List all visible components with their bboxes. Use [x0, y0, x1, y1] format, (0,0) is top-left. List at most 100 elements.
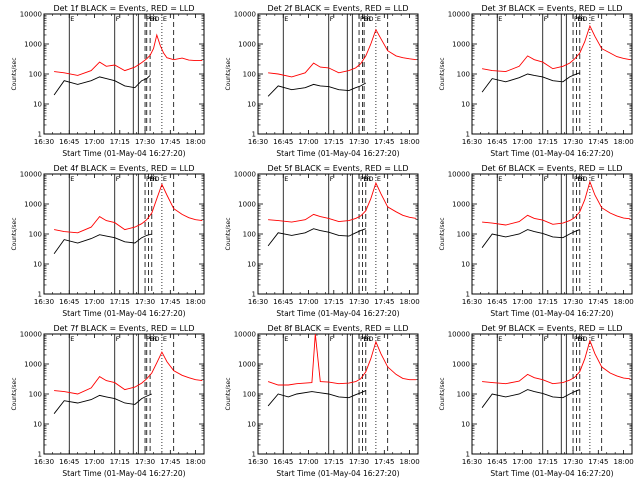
x-tick-label: 18:00 — [399, 458, 419, 466]
marker-label: E — [377, 335, 381, 343]
x-tick-label: 17:00 — [512, 138, 532, 146]
y-tick-label: 100 — [29, 391, 42, 399]
series-line-red — [54, 33, 203, 76]
y-tick-label: 10000 — [20, 11, 42, 19]
marker-label: E — [498, 15, 502, 23]
y-tick-label: 10 — [33, 101, 42, 109]
marker-label: E — [70, 335, 74, 343]
x-axis-label: Start Time (01-May-04 16:27:20) — [276, 469, 399, 478]
y-tick-label: 1 — [38, 451, 42, 459]
x-tick-label: 16:45 — [487, 138, 507, 146]
y-tick-label: 10000 — [20, 331, 42, 339]
y-tick-label: 1 — [38, 131, 42, 139]
marker-label: D — [363, 175, 368, 183]
marker-label: R — [367, 15, 372, 23]
x-tick-label: 17:00 — [84, 298, 104, 306]
marker-label: D — [363, 335, 368, 343]
y-tick-label: 10 — [461, 421, 470, 429]
x-tick-label: 16:30 — [248, 458, 268, 466]
y-tick-label: 100 — [243, 231, 256, 239]
y-tick-label: 100 — [457, 71, 470, 79]
y-tick-label: 10000 — [234, 171, 256, 179]
x-tick-label: 16:30 — [34, 458, 54, 466]
x-axis-label: Start Time (01-May-04 16:27:20) — [276, 309, 399, 318]
chart-panel-6: Det 6f BLACK = Events, RED = LLD Counts/s… — [439, 164, 634, 318]
marker-label: D — [363, 15, 368, 23]
y-tick-label: 10 — [461, 261, 470, 269]
x-tick-label: 16:30 — [248, 138, 268, 146]
y-tick-label: 10000 — [448, 171, 470, 179]
marker-label: F — [544, 175, 548, 183]
y-axis-label: Counts/sec — [439, 377, 446, 410]
y-tick-label: 1000 — [452, 361, 470, 369]
x-tick-label: 17:00 — [298, 298, 318, 306]
y-tick-label: 10 — [247, 101, 256, 109]
y-tick-label: 1 — [466, 451, 470, 459]
chart-title: Det 3f BLACK = Events, RED = LLD — [481, 4, 622, 13]
plot-frame — [471, 13, 633, 135]
chart-title: Det 5f BLACK = Events, RED = LLD — [267, 164, 408, 173]
chart-panel-5: Det 5f BLACK = Events, RED = LLD Counts/s… — [225, 164, 420, 318]
x-tick-label: 17:00 — [84, 138, 104, 146]
chart-panel-1: Det 1f BLACK = Events, RED = LLD Counts/s… — [11, 4, 206, 158]
y-tick-label: 1 — [38, 291, 42, 299]
y-tick-label: 1000 — [238, 361, 256, 369]
x-tick-label: 16:30 — [248, 298, 268, 306]
x-tick-label: 16:45 — [59, 458, 79, 466]
chart-title: Det 9f BLACK = Events, RED = LLD — [481, 324, 622, 333]
y-tick-label: 1000 — [24, 361, 42, 369]
y-tick-label: 1000 — [238, 41, 256, 49]
marker-label: F — [116, 175, 120, 183]
x-tick-label: 17:30 — [349, 458, 369, 466]
x-tick-label: 16:45 — [487, 298, 507, 306]
y-tick-label: 1 — [252, 131, 256, 139]
marker-label: E — [163, 335, 167, 343]
chart-panel-3: Det 3f BLACK = Events, RED = LLD Counts/s… — [439, 4, 634, 158]
y-tick-label: 10000 — [234, 11, 256, 19]
x-tick-label: 16:45 — [273, 298, 293, 306]
chart-title: Det 1f BLACK = Events, RED = LLD — [53, 4, 194, 13]
marker-label: E — [591, 335, 595, 343]
marker-label: PRD — [574, 15, 587, 23]
x-tick-label: 17:45 — [374, 458, 394, 466]
x-tick-label: 17:00 — [84, 458, 104, 466]
plot-frame — [257, 333, 419, 455]
x-tick-label: 17:15 — [110, 458, 130, 466]
y-tick-label: 100 — [457, 391, 470, 399]
x-tick-label: 17:30 — [135, 458, 155, 466]
marker-label: E — [377, 175, 381, 183]
y-tick-label: 10 — [33, 421, 42, 429]
marker-label: R — [581, 175, 586, 183]
x-tick-label: 18:00 — [185, 138, 205, 146]
marker-label: E — [70, 15, 74, 23]
series-line-black — [481, 389, 580, 408]
y-tick-label: 1000 — [238, 201, 256, 209]
x-tick-label: 17:45 — [160, 138, 180, 146]
x-tick-label: 17:00 — [512, 458, 532, 466]
series-line-red — [54, 183, 203, 234]
x-axis-label: Start Time (01-May-04 16:27:20) — [490, 149, 613, 158]
y-tick-label: 1000 — [452, 201, 470, 209]
series-line-red — [268, 181, 417, 223]
x-tick-label: 17:45 — [160, 298, 180, 306]
x-tick-label: 17:45 — [588, 138, 608, 146]
x-tick-label: 17:15 — [324, 298, 344, 306]
x-tick-label: 17:15 — [324, 458, 344, 466]
y-axis-label: Counts/sec — [225, 377, 232, 410]
marker-label: PRD — [146, 335, 159, 343]
marker-label: E — [284, 15, 288, 23]
marker-label: E — [377, 15, 381, 23]
x-tick-label: 17:30 — [135, 138, 155, 146]
x-axis-label: Start Time (01-May-04 16:27:20) — [62, 469, 185, 478]
x-tick-label: 17:15 — [110, 298, 130, 306]
marker-label: R — [581, 15, 586, 23]
marker-label: PRD — [360, 335, 373, 343]
marker-label: PRD — [146, 15, 159, 23]
series-line-black — [53, 233, 152, 254]
y-axis-label: Counts/sec — [225, 217, 232, 250]
y-axis-label: Counts/sec — [11, 217, 18, 250]
x-tick-label: 17:00 — [512, 298, 532, 306]
y-tick-label: 1 — [466, 131, 470, 139]
marker-label: F — [330, 175, 334, 183]
x-tick-label: 16:45 — [273, 138, 293, 146]
